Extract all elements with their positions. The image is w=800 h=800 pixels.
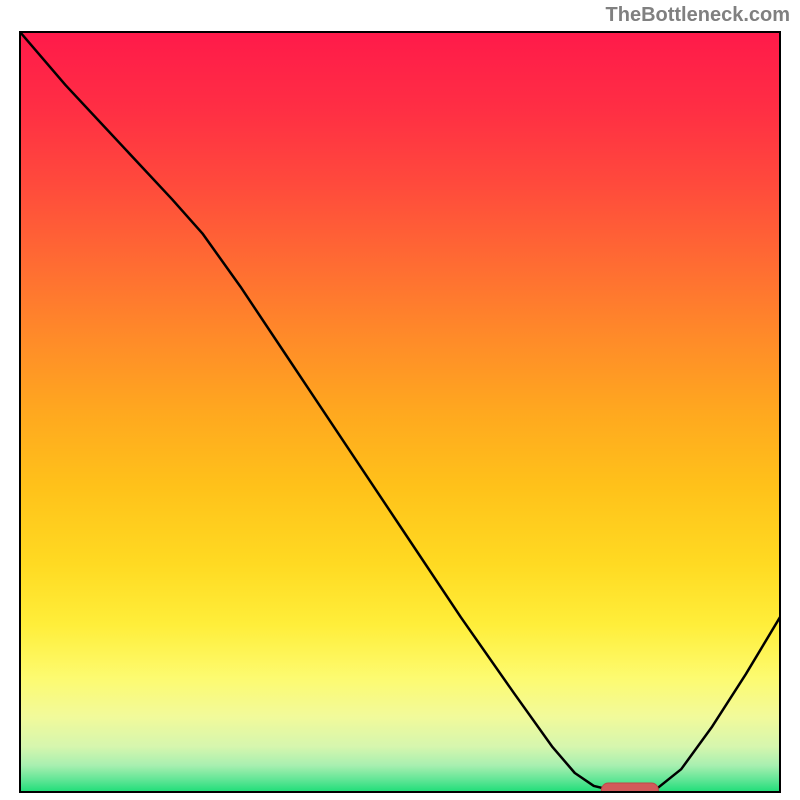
optimal-range-marker xyxy=(601,783,658,797)
plot-background xyxy=(20,32,780,792)
bottleneck-chart xyxy=(0,0,800,800)
watermark-text: TheBottleneck.com xyxy=(606,4,790,27)
chart-container: TheBottleneck.com xyxy=(0,0,800,800)
